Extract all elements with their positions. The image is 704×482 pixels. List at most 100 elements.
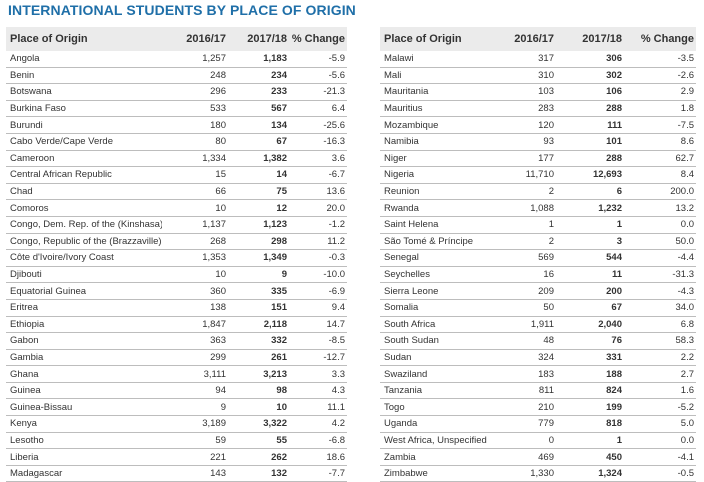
page-title: INTERNATIONAL STUDENTS BY PLACE OF ORIGI… (8, 2, 356, 18)
table-row: Tanzania 811 824 1.6 (380, 382, 696, 400)
cell-percent-change: 58.3 (622, 332, 696, 350)
cell-2016-17: 1,353 (162, 249, 226, 267)
cell-2016-17: 11,710 (494, 166, 554, 184)
table-row: São Tomé & Príncipe 2 3 50.0 (380, 233, 696, 251)
cell-place: Saint Helena (380, 216, 494, 234)
cell-2017-18: 298 (226, 233, 287, 251)
cell-2016-17: 15 (162, 166, 226, 184)
cell-2017-18: 331 (554, 349, 622, 367)
cell-2017-18: 450 (554, 448, 622, 466)
cell-place: São Tomé & Príncipe (380, 233, 494, 251)
cell-percent-change: 13.2 (622, 199, 696, 217)
cell-2016-17: 10 (162, 199, 226, 217)
table-row: Liberia 221 262 18.6 (6, 448, 347, 466)
table-row: Sudan 324 331 2.2 (380, 349, 696, 367)
cell-2016-17: 0 (494, 432, 554, 450)
cell-percent-change: -6.9 (287, 282, 347, 300)
cell-place: Congo, Republic of the (Brazzaville) (6, 233, 162, 251)
cell-2017-18: 3,213 (226, 365, 287, 383)
cell-2016-17: 1,334 (162, 150, 226, 168)
cell-place: Liberia (6, 448, 162, 466)
students-table-left: Place of Origin 2016/17 2017/18 % Change… (6, 27, 347, 482)
cell-percent-change: 34.0 (622, 299, 696, 317)
table-row: Mauritania 103 106 2.9 (380, 83, 696, 101)
cell-2017-18: 6 (554, 183, 622, 201)
header-percent-change: % Change (287, 27, 347, 51)
cell-2016-17: 120 (494, 116, 554, 134)
cell-place: Mali (380, 67, 494, 85)
cell-place: Somalia (380, 299, 494, 317)
table-row: Benin 248 234 -5.6 (6, 67, 347, 85)
cell-percent-change: 2.9 (622, 83, 696, 101)
cell-2016-17: 138 (162, 299, 226, 317)
cell-percent-change: -4.1 (622, 448, 696, 466)
cell-2016-17: 210 (494, 398, 554, 417)
cell-2016-17: 1,088 (494, 199, 554, 217)
cell-place: Zimbabwe (380, 465, 494, 482)
cell-percent-change: -21.3 (287, 83, 347, 101)
table-row: Congo, Dem. Rep. of the (Kinshasa) 1,137 1… (6, 216, 347, 234)
cell-place: Madagascar (6, 465, 162, 482)
table-row: Cabo Verde/Cape Verde 80 67 -16.3 (6, 133, 347, 151)
cell-2017-18: 2,118 (226, 316, 287, 334)
cell-2016-17: 66 (162, 183, 226, 201)
cell-2017-18: 1 (554, 216, 622, 234)
cell-2017-18: 76 (554, 332, 622, 350)
cell-2016-17: 1 (494, 216, 554, 234)
table-row: Botswana 296 233 -21.3 (6, 83, 347, 101)
cell-percent-change: -25.6 (287, 116, 347, 134)
table-row: Seychelles 16 11 -31.3 (380, 266, 696, 284)
cell-place: Botswana (6, 83, 162, 101)
cell-2017-18: 262 (226, 448, 287, 466)
cell-2017-18: 261 (226, 349, 287, 367)
cell-2016-17: 2 (494, 183, 554, 201)
cell-percent-change: -5.9 (287, 51, 347, 68)
cell-place: Reunion (380, 183, 494, 201)
table-row: Zambia 469 450 -4.1 (380, 448, 696, 466)
cell-place: Senegal (380, 249, 494, 267)
table-row: Togo 210 199 -5.2 (380, 398, 696, 417)
cell-2017-18: 132 (226, 465, 287, 482)
cell-2017-18: 3 (554, 233, 622, 251)
cell-percent-change: 8.6 (622, 133, 696, 151)
cell-place: Mauritius (380, 100, 494, 118)
cell-2017-18: 288 (554, 100, 622, 118)
cell-place: Ethiopia (6, 316, 162, 334)
cell-2016-17: 1,137 (162, 216, 226, 234)
cell-2016-17: 268 (162, 233, 226, 251)
cell-2017-18: 12,693 (554, 166, 622, 184)
cell-percent-change: -8.5 (287, 332, 347, 350)
cell-percent-change: 2.2 (622, 349, 696, 367)
cell-2016-17: 143 (162, 465, 226, 482)
cell-place: Togo (380, 398, 494, 417)
cell-2017-18: 1,349 (226, 249, 287, 267)
cell-place: Congo, Dem. Rep. of the (Kinshasa) (6, 216, 162, 234)
cell-2017-18: 75 (226, 183, 287, 201)
cell-2016-17: 3,189 (162, 415, 226, 433)
table-row: Madagascar 143 132 -7.7 (6, 465, 347, 482)
cell-place: Angola (6, 51, 162, 68)
cell-2016-17: 10 (162, 266, 226, 284)
cell-percent-change: 8.4 (622, 166, 696, 184)
cell-2016-17: 3,111 (162, 365, 226, 383)
cell-percent-change: 13.6 (287, 183, 347, 201)
table-row: Nigeria 11,710 12,693 8.4 (380, 166, 696, 184)
cell-2016-17: 811 (494, 382, 554, 400)
cell-2017-18: 11 (554, 266, 622, 284)
cell-place: Sierra Leone (380, 282, 494, 300)
cell-2017-18: 67 (226, 133, 287, 151)
cell-percent-change: -0.5 (622, 465, 696, 482)
table-row: Kenya 3,189 3,322 4.2 (6, 415, 347, 433)
cell-percent-change: 200.0 (622, 183, 696, 201)
cell-percent-change: 3.3 (287, 365, 347, 383)
cell-2017-18: 1,232 (554, 199, 622, 217)
table-row: Mauritius 283 288 1.8 (380, 100, 696, 118)
cell-place: Niger (380, 150, 494, 168)
cell-2016-17: 317 (494, 51, 554, 68)
cell-place: Nigeria (380, 166, 494, 184)
cell-2017-18: 1,382 (226, 150, 287, 168)
cell-place: Gambia (6, 349, 162, 367)
cell-place: Cameroon (6, 150, 162, 168)
cell-2017-18: 14 (226, 166, 287, 184)
cell-2017-18: 188 (554, 365, 622, 383)
